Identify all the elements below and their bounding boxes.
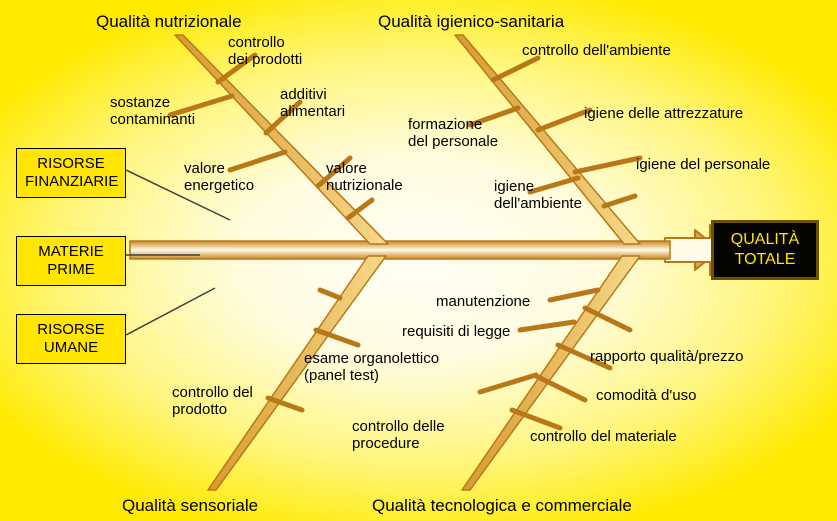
- sidebox-line: MATERIE: [38, 243, 104, 260]
- label-controllo-ambiente: controllo dell'ambiente: [522, 42, 671, 59]
- sidebox-line: FINANZIARIE: [25, 173, 118, 190]
- output-qualita-totale: QUALITÀ TOTALE: [711, 220, 819, 280]
- label-manutenzione: manutenzione: [436, 293, 530, 310]
- sidebox-risorse-finanziarie: RISORSE FINANZIARIE: [16, 148, 126, 198]
- category-tecnologica: Qualità tecnologica e commerciale: [372, 496, 632, 516]
- label-igiene-ambiente: igienedell'ambiente: [494, 178, 582, 213]
- label-requisiti-legge: requisiti di legge: [402, 323, 510, 340]
- label-igiene-attrezzature: igiene delle attrezzature: [584, 105, 743, 122]
- sidebox-line: PRIME: [47, 261, 95, 278]
- output-line: TOTALE: [735, 250, 796, 270]
- category-nutrizionale: Qualità nutrizionale: [96, 12, 242, 32]
- label-additivi-alimentari: additivialimentari: [280, 86, 345, 121]
- category-sensoriale: Qualità sensoriale: [122, 496, 258, 516]
- label-controllo-prodotto: controllo delprodotto: [172, 384, 253, 419]
- output-line: QUALITÀ: [731, 230, 799, 250]
- sidebox-line: RISORSE: [37, 321, 105, 338]
- label-esame-organolettico: esame organolettico(panel test): [304, 350, 439, 385]
- label-comodita-uso: comodità d'uso: [596, 387, 696, 404]
- label-controllo-procedure: controllo delleprocedure: [352, 418, 445, 453]
- label-controllo-materiale: controllo del materiale: [530, 428, 677, 445]
- label-formazione-personale: formazionedel personale: [408, 116, 498, 151]
- label-valore-nutrizionale: valorenutrizionale: [326, 160, 403, 195]
- label-igiene-personale: igiene del personale: [636, 156, 770, 173]
- sidebox-line: RISORSE: [37, 155, 105, 172]
- label-rapporto-qualita-prezzo: rapporto qualità/prezzo: [590, 348, 743, 365]
- sidebox-materie-prime: MATERIE PRIME: [16, 236, 126, 286]
- label-controllo-prodotti: controllodei prodotti: [228, 34, 302, 69]
- label-valore-energetico: valoreenergetico: [184, 160, 254, 195]
- sidebox-risorse-umane: RISORSE UMANE: [16, 314, 126, 364]
- label-sostanze-contaminanti: sostanzecontaminanti: [110, 94, 195, 129]
- sidebox-line: UMANE: [44, 339, 98, 356]
- category-igienico-sanitaria: Qualità igienico-sanitaria: [378, 12, 564, 32]
